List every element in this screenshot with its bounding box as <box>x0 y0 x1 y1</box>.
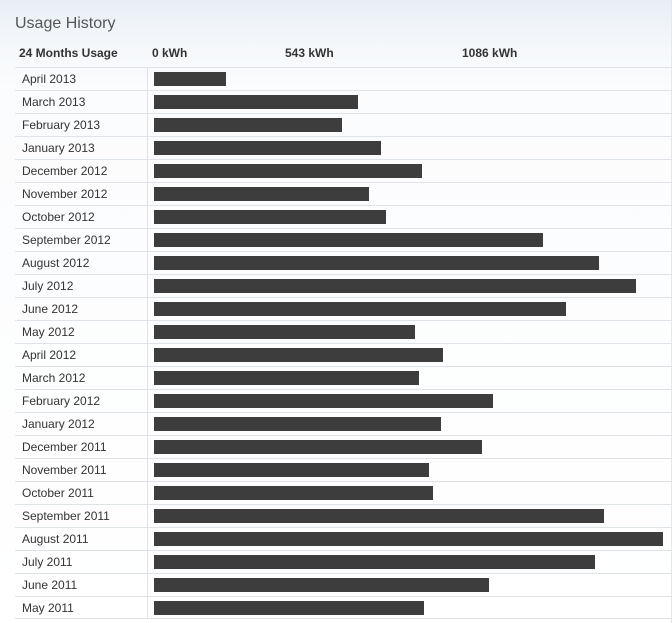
table-row: February 2012 <box>15 389 672 412</box>
usage-bar-chart: April 2013 March 2013 February 2013 January… <box>15 67 672 619</box>
usage-bar <box>154 72 226 86</box>
month-label: December 2012 <box>15 160 148 182</box>
month-label: July 2012 <box>15 275 148 297</box>
month-label: January 2013 <box>15 137 148 159</box>
usage-bar <box>154 601 424 615</box>
usage-bar <box>154 486 433 500</box>
month-label: February 2013 <box>15 114 148 136</box>
usage-bar <box>154 164 422 178</box>
month-label: August 2012 <box>15 252 148 274</box>
usage-bar <box>154 302 566 316</box>
usage-bar <box>154 210 386 224</box>
usage-bar <box>154 141 381 155</box>
usage-bar <box>154 417 441 431</box>
table-row: August 2011 <box>15 527 672 550</box>
month-label: February 2012 <box>15 390 148 412</box>
usage-bar <box>154 279 636 293</box>
month-label: November 2011 <box>15 459 148 481</box>
table-row: June 2012 <box>15 297 672 320</box>
month-label: October 2012 <box>15 206 148 228</box>
usage-bar <box>154 463 429 477</box>
table-row: December 2012 <box>15 159 672 182</box>
month-label: October 2011 <box>15 482 148 504</box>
table-row: May 2012 <box>15 320 672 343</box>
table-row: January 2012 <box>15 412 672 435</box>
table-row: April 2012 <box>15 343 672 366</box>
month-label: January 2012 <box>15 413 148 435</box>
usage-bar <box>154 348 443 362</box>
usage-bar <box>154 394 493 408</box>
table-row: November 2012 <box>15 182 672 205</box>
month-label: April 2013 <box>15 68 148 90</box>
table-row: July 2011 <box>15 550 672 573</box>
month-label: September 2011 <box>15 505 148 527</box>
month-label: December 2011 <box>15 436 148 458</box>
month-label: November 2012 <box>15 183 148 205</box>
month-label: May 2011 <box>15 597 148 619</box>
usage-bar <box>154 256 599 270</box>
table-row: June 2011 <box>15 573 672 596</box>
panel-title: Usage History <box>15 15 116 32</box>
usage-bar <box>154 578 489 592</box>
table-row: March 2013 <box>15 90 672 113</box>
usage-bar <box>154 233 543 247</box>
usage-bar <box>154 532 663 546</box>
table-row: January 2013 <box>15 136 672 159</box>
table-row: August 2012 <box>15 251 672 274</box>
column-label: 24 Months Usage <box>19 46 118 60</box>
table-row: December 2011 <box>15 435 672 458</box>
table-row: September 2011 <box>15 504 672 527</box>
usage-bar <box>154 555 595 569</box>
usage-bar <box>154 440 482 454</box>
month-label: March 2012 <box>15 367 148 389</box>
table-row: September 2012 <box>15 228 672 251</box>
axis-tick-label: 1086 kWh <box>462 46 518 60</box>
usage-bar <box>154 118 342 132</box>
usage-bar <box>154 371 419 385</box>
usage-bar <box>154 95 358 109</box>
usage-bar <box>154 187 369 201</box>
month-label: August 2011 <box>15 528 148 550</box>
month-label: September 2012 <box>15 229 148 251</box>
usage-bar <box>154 325 415 339</box>
month-label: April 2012 <box>15 344 148 366</box>
table-row: April 2013 <box>15 67 672 90</box>
month-label: March 2013 <box>15 91 148 113</box>
month-label: June 2012 <box>15 298 148 320</box>
month-label: May 2012 <box>15 321 148 343</box>
table-row: March 2012 <box>15 366 672 389</box>
usage-bar <box>154 509 604 523</box>
table-row: February 2013 <box>15 113 672 136</box>
table-row: May 2011 <box>15 596 672 619</box>
table-row: November 2011 <box>15 458 672 481</box>
axis-tick-label: 543 kWh <box>285 46 334 60</box>
table-row: October 2012 <box>15 205 672 228</box>
month-label: July 2011 <box>15 551 148 573</box>
table-row: July 2012 <box>15 274 672 297</box>
table-row: October 2011 <box>15 481 672 504</box>
axis-tick-label: 0 kWh <box>152 46 188 60</box>
month-label: June 2011 <box>15 574 148 596</box>
